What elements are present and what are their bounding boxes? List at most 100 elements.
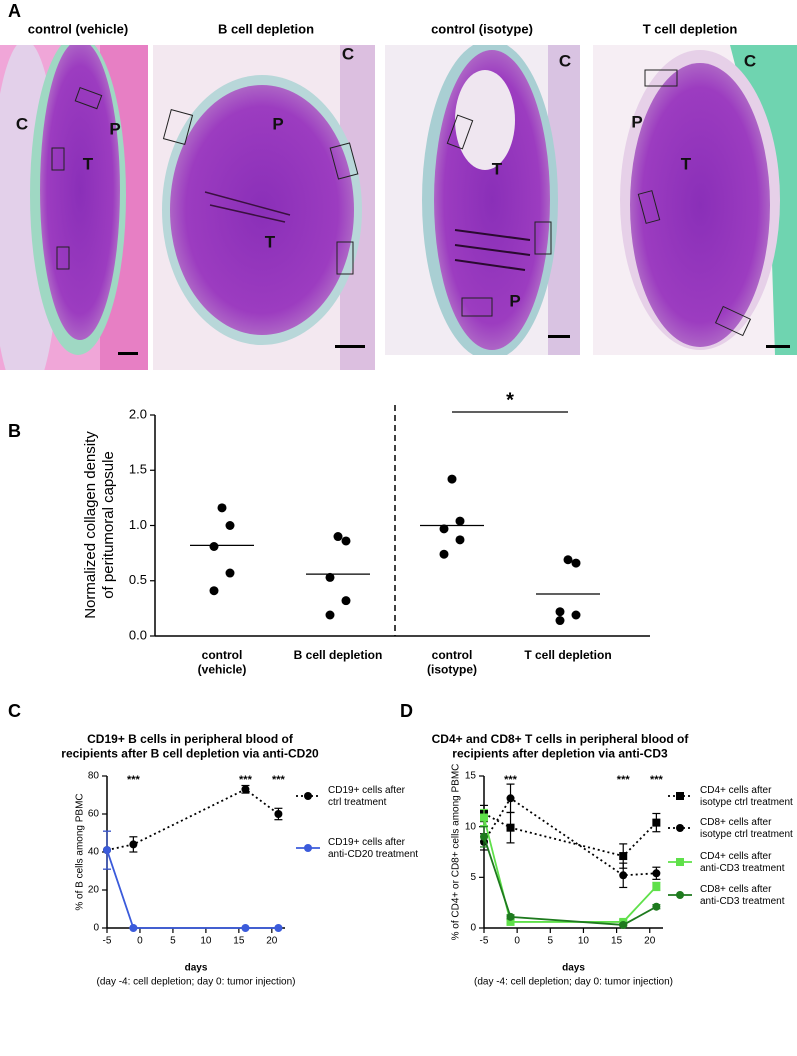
marker <box>129 924 138 932</box>
image-label: P <box>272 114 283 133</box>
data-point <box>217 503 227 513</box>
y-tick-label: 60 <box>88 809 100 820</box>
significance-star: *** <box>650 774 664 786</box>
x-axis-note: (day -4: cell depletion; day 0: tumor in… <box>97 977 296 988</box>
x-tick-label: 20 <box>644 936 656 947</box>
y-tick-label: 40 <box>88 847 100 858</box>
x-tick-label: B cell depletion <box>294 648 383 662</box>
marker <box>480 832 488 841</box>
marker <box>304 844 312 852</box>
x-tick-label: 5 <box>170 936 176 947</box>
x-tick-label: 20 <box>266 936 278 947</box>
y-axis-label: % of CD4+ or CD8+ cells among PBMC <box>451 764 462 941</box>
y-tick-label: 0 <box>470 923 476 934</box>
marker <box>274 810 283 818</box>
marker <box>676 858 684 866</box>
panel-label: D <box>400 701 413 721</box>
image-label: P <box>631 112 642 131</box>
marker <box>506 794 515 803</box>
series-line <box>483 797 657 877</box>
significance-star: *** <box>617 774 631 786</box>
y-tick-label: 20 <box>88 885 100 896</box>
x-tick-label: 0 <box>514 936 520 947</box>
data-point <box>341 536 351 546</box>
data-point <box>439 524 449 534</box>
data-point <box>225 521 235 530</box>
data-point <box>571 610 581 620</box>
marker <box>506 917 515 926</box>
data-point <box>571 558 581 568</box>
significance-star: *** <box>272 774 286 786</box>
panel-label: B <box>8 421 21 441</box>
series-line <box>483 836 657 926</box>
data-point <box>209 541 219 551</box>
marker <box>241 785 250 794</box>
data-point <box>209 586 219 596</box>
marker <box>480 813 488 822</box>
marker <box>619 871 628 880</box>
x-tick-label: T cell depletion <box>524 648 611 662</box>
y-tick-label: 5 <box>470 872 476 883</box>
marker <box>652 869 661 878</box>
image-label: T <box>492 159 503 178</box>
data-point <box>341 596 351 606</box>
y-tick-label: 2.0 <box>129 406 147 421</box>
x-tick-label: -5 <box>480 936 489 947</box>
data-point <box>225 568 235 578</box>
data-point <box>555 616 565 626</box>
marker <box>676 824 684 832</box>
x-axis-label: days <box>562 963 585 974</box>
image-label: T <box>265 232 276 251</box>
marker <box>274 924 283 932</box>
chart-title: CD19+ B cells in peripheral blood of reci… <box>61 732 319 760</box>
histology-image <box>385 45 580 355</box>
panel-label: C <box>8 701 21 721</box>
histology-image <box>153 45 375 370</box>
data-point <box>333 532 343 542</box>
y-axis-label: Normalized collagen densityof peritumora… <box>82 431 117 619</box>
image-label: C <box>342 44 354 63</box>
histology-image <box>593 45 797 355</box>
legend-label: CD4+ cells after anti-CD3 treatment <box>700 851 785 874</box>
x-tick-label: 15 <box>233 936 245 947</box>
marker <box>103 846 111 855</box>
significance-star: * <box>506 389 514 411</box>
marker <box>304 792 312 800</box>
chart-title: CD4+ and CD8+ T cells in peripheral bloo… <box>432 732 690 760</box>
marker <box>619 852 628 861</box>
series-line <box>106 849 279 929</box>
image-title: control (isotype) <box>431 21 533 36</box>
y-axis-label: % of B cells among PBMC <box>75 793 86 910</box>
y-tick-label: 80 <box>88 771 100 782</box>
x-axis-label: days <box>185 963 208 974</box>
data-point <box>447 474 457 484</box>
data-point <box>455 535 465 545</box>
x-tick-label: 5 <box>548 936 554 947</box>
y-tick-label: 0.0 <box>129 627 147 642</box>
y-tick-label: 15 <box>465 771 477 782</box>
image-label: C <box>744 51 756 70</box>
series-line <box>483 812 658 858</box>
legend-label: CD4+ cells after isotype ctrl treatment <box>700 785 793 808</box>
legend-label: CD8+ cells after anti-CD3 treatment <box>700 884 785 907</box>
marker <box>506 912 515 921</box>
histology-image <box>0 45 148 370</box>
image-label: C <box>16 114 28 133</box>
x-tick-label: 10 <box>578 936 590 947</box>
x-tick-label: 0 <box>137 936 143 947</box>
x-tick-label: control (isotype) <box>427 648 477 676</box>
x-tick-label: -5 <box>103 936 112 947</box>
data-point <box>563 555 573 565</box>
image-label: T <box>83 154 94 173</box>
marker <box>652 882 661 891</box>
significance-star: *** <box>504 774 518 786</box>
legend-label: CD19+ cells after anti-CD20 treatment <box>328 837 418 860</box>
image-label: T <box>681 154 692 173</box>
x-axis-note: (day -4: cell depletion; day 0: tumor in… <box>474 977 673 988</box>
marker <box>676 792 684 800</box>
marker <box>652 902 661 911</box>
marker <box>241 924 250 932</box>
marker <box>619 920 628 929</box>
x-tick-label: 10 <box>200 936 212 947</box>
data-point <box>325 572 335 582</box>
